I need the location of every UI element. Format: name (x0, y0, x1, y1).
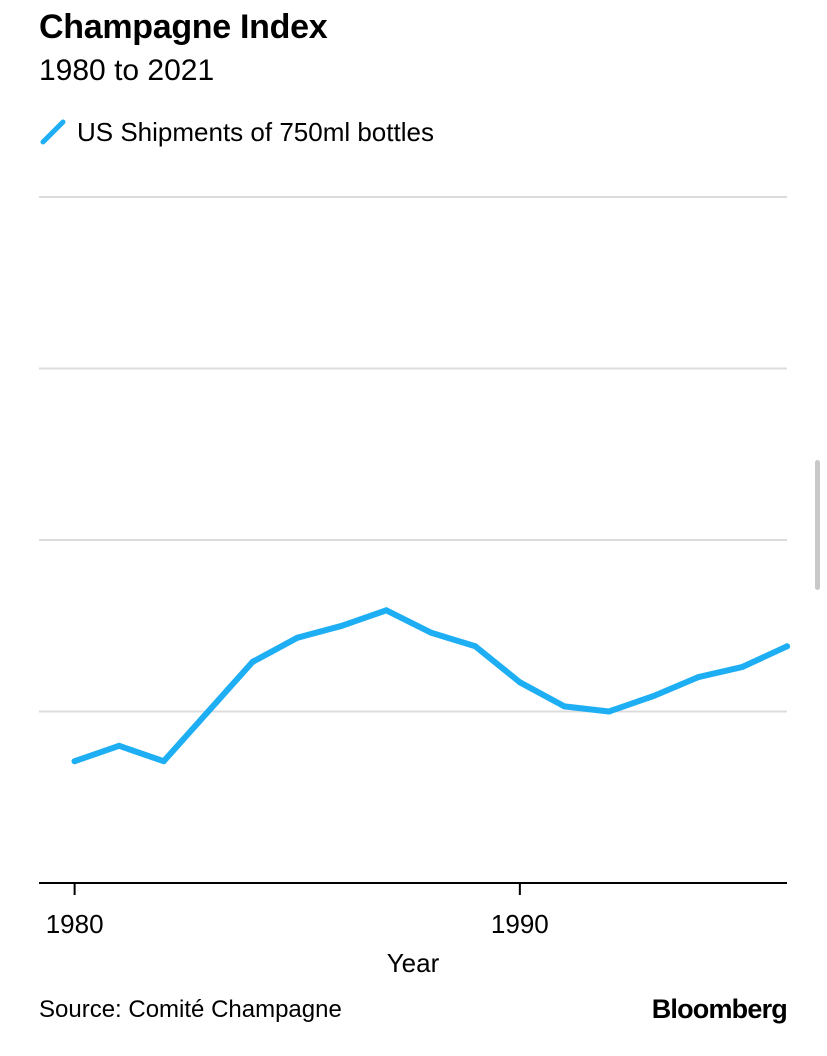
data-point-1984 (249, 658, 256, 665)
scrollbar-thumb[interactable] (815, 460, 820, 590)
data-point-1981 (116, 742, 123, 749)
data-point-1985 (294, 634, 301, 641)
data-point-1980 (71, 758, 78, 765)
data-point-1994 (695, 674, 701, 681)
data-point-1982 (160, 758, 167, 765)
gridlines (39, 196, 787, 713)
data-point-1989 (472, 643, 479, 650)
line-chart: 1980 1990 Year (39, 196, 790, 978)
data-point-1996 (784, 643, 790, 650)
x-tick-label-1980: 1980 (46, 909, 104, 939)
chart-title: Champagne Index (39, 8, 328, 46)
legend: US Shipments of 750ml bottles (39, 115, 434, 149)
bloomberg-logo: Bloomberg (651, 994, 788, 1024)
x-tick-label-1990: 1990 (491, 909, 549, 939)
data-point-1983 (205, 708, 212, 715)
data-point-1988 (427, 629, 434, 636)
legend-swatch-icon (40, 119, 66, 145)
source-note: Source: Comité Champagne (39, 996, 342, 1023)
data-point-1995 (739, 663, 746, 670)
series-layer (71, 607, 790, 765)
data-point-1992 (605, 708, 612, 715)
legend-label: US Shipments of 750ml bottles (77, 116, 434, 147)
x-axis-label: Year (387, 948, 440, 978)
data-point-1990 (516, 679, 523, 686)
x-axis: 1980 1990 (39, 882, 787, 939)
data-point-1987 (383, 607, 390, 614)
data-point-1993 (650, 693, 657, 700)
data-point-1991 (561, 703, 568, 710)
chart-subtitle: 1980 to 2021 (39, 54, 215, 87)
data-point-1986 (338, 622, 345, 629)
